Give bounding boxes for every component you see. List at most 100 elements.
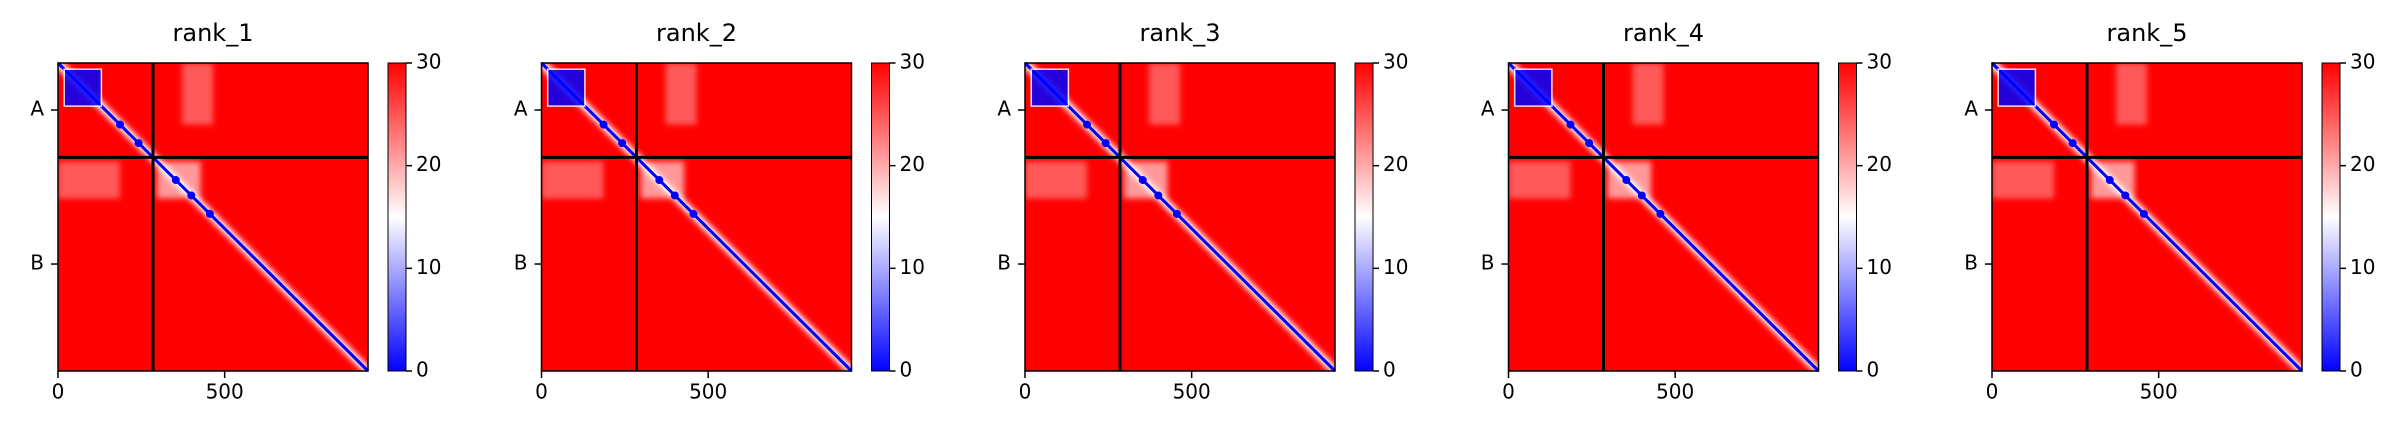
colorbar-tick-label: 0 (900, 358, 913, 382)
y-tick-label: B (30, 251, 44, 275)
light-patch (1632, 63, 1664, 125)
panel: rank_4 0 500 A B 0 10 20 30 (1481, 19, 1892, 404)
domain-dot (655, 176, 664, 185)
x-tick-label: 500 (1173, 380, 1211, 404)
x-tick-label: 500 (689, 380, 727, 404)
colorbar-tick-label: 20 (1383, 152, 1408, 176)
colorbar-tick-label: 30 (2350, 50, 2375, 74)
colorbar-tick-label: 10 (900, 255, 925, 279)
colorbar (1838, 62, 1857, 372)
colorbar-tick-label: 0 (1867, 358, 1880, 382)
domain-dot (689, 209, 698, 218)
axes-frame (1024, 62, 1336, 372)
domain-block (546, 68, 586, 107)
x-tick-label: 0 (1986, 380, 1999, 404)
x-tick-label: 0 (1019, 380, 1032, 404)
axes-frame (540, 62, 853, 372)
colorbar-tick-label: 30 (416, 50, 441, 74)
colorbar-tick-label: 0 (416, 358, 429, 382)
colorbar-tick-label: 10 (416, 255, 441, 279)
x-tick-label: 0 (52, 380, 65, 404)
domain-dot (187, 191, 196, 200)
panel-title: rank_3 (1140, 19, 1221, 47)
domain-dot (116, 120, 124, 129)
x-tick-label: 500 (206, 380, 244, 404)
light-patch (665, 63, 697, 125)
colorbar (387, 62, 407, 372)
colorbar-tick-label: 20 (1867, 152, 1892, 176)
colorbar-tick-label: 30 (1383, 50, 1408, 74)
domain-block (1513, 68, 1553, 107)
domain-dot (1637, 191, 1646, 200)
y-tick-label: A (997, 97, 1011, 121)
x-tick-label: 0 (1502, 380, 1515, 404)
y-tick-label: B (1964, 251, 1978, 275)
light-patch (541, 161, 604, 199)
colorbar-tick-label: 0 (1383, 358, 1396, 382)
domain-dot (134, 139, 143, 148)
x-tick-label: 500 (2140, 380, 2178, 404)
colorbar-tick-label: 10 (1383, 255, 1408, 279)
panel-title: rank_4 (1623, 19, 1704, 47)
diagonal (540, 61, 853, 373)
light-patch (1149, 63, 1180, 125)
domain-block (1030, 68, 1070, 107)
panel: rank_1 0 500 A B 0 10 20 30 (30, 19, 441, 404)
domain-dot (2050, 120, 2058, 129)
domain-block (63, 68, 103, 107)
light-patch (182, 63, 213, 125)
colorbar-tick-label: 30 (1867, 50, 1892, 74)
y-tick-label: A (1481, 97, 1495, 121)
y-tick-label: A (1964, 97, 1978, 121)
domain-dot (2139, 209, 2148, 218)
light-patch (1992, 161, 2054, 199)
colorbar (1354, 62, 1374, 372)
x-tick-label: 500 (1656, 380, 1694, 404)
domain-dot (1622, 176, 1631, 185)
panel-title: rank_5 (2107, 19, 2188, 47)
domain-dot (1101, 139, 1110, 148)
colorbar-tick-label: 20 (900, 152, 925, 176)
light-patch (58, 161, 120, 199)
domain-dot (1566, 120, 1575, 129)
diagonal (56, 61, 370, 373)
domain-dot (599, 120, 608, 129)
domain-dot (670, 191, 679, 200)
panel-title: rank_2 (656, 19, 737, 47)
colorbar-tick-label: 30 (900, 50, 925, 74)
domain-dot (1083, 120, 1091, 129)
axes-frame (57, 62, 369, 372)
domain-dot (1656, 209, 1665, 218)
panel-title: rank_1 (173, 19, 254, 47)
light-patch (1508, 161, 1571, 199)
panel: rank_3 0 500 A B 0 10 20 30 (997, 19, 1408, 404)
colorbar-tick-label: 0 (2350, 358, 2363, 382)
colorbar-tick-label: 10 (2350, 255, 2375, 279)
y-tick-label: B (1481, 251, 1495, 275)
light-patch (1025, 161, 1087, 199)
colorbar (2321, 62, 2341, 372)
diagonal (1023, 61, 1337, 373)
colorbar-tick-label: 20 (416, 152, 441, 176)
y-tick-label: B (997, 251, 1011, 275)
panel: rank_5 0 500 A B 0 10 20 30 (1964, 19, 2375, 404)
x-tick-label: 0 (535, 380, 548, 404)
y-tick-label: B (514, 251, 528, 275)
domain-dot (2105, 176, 2114, 185)
domain-block (1997, 68, 2037, 107)
axes-frame (1507, 62, 1820, 372)
domain-dot (2068, 139, 2077, 148)
domain-dot (2121, 191, 2130, 200)
colorbar (871, 62, 890, 372)
diagonal (1990, 61, 2304, 373)
domain-dot (205, 209, 214, 218)
axes-frame (1991, 62, 2303, 372)
panel: rank_2 0 500 A B 0 10 20 30 (514, 19, 925, 404)
y-tick-label: A (514, 97, 528, 121)
domain-dot (171, 176, 180, 185)
domain-dot (1154, 191, 1163, 200)
domain-dot (1585, 139, 1594, 148)
colorbar-tick-label: 20 (2350, 152, 2375, 176)
domain-dot (1138, 176, 1147, 185)
